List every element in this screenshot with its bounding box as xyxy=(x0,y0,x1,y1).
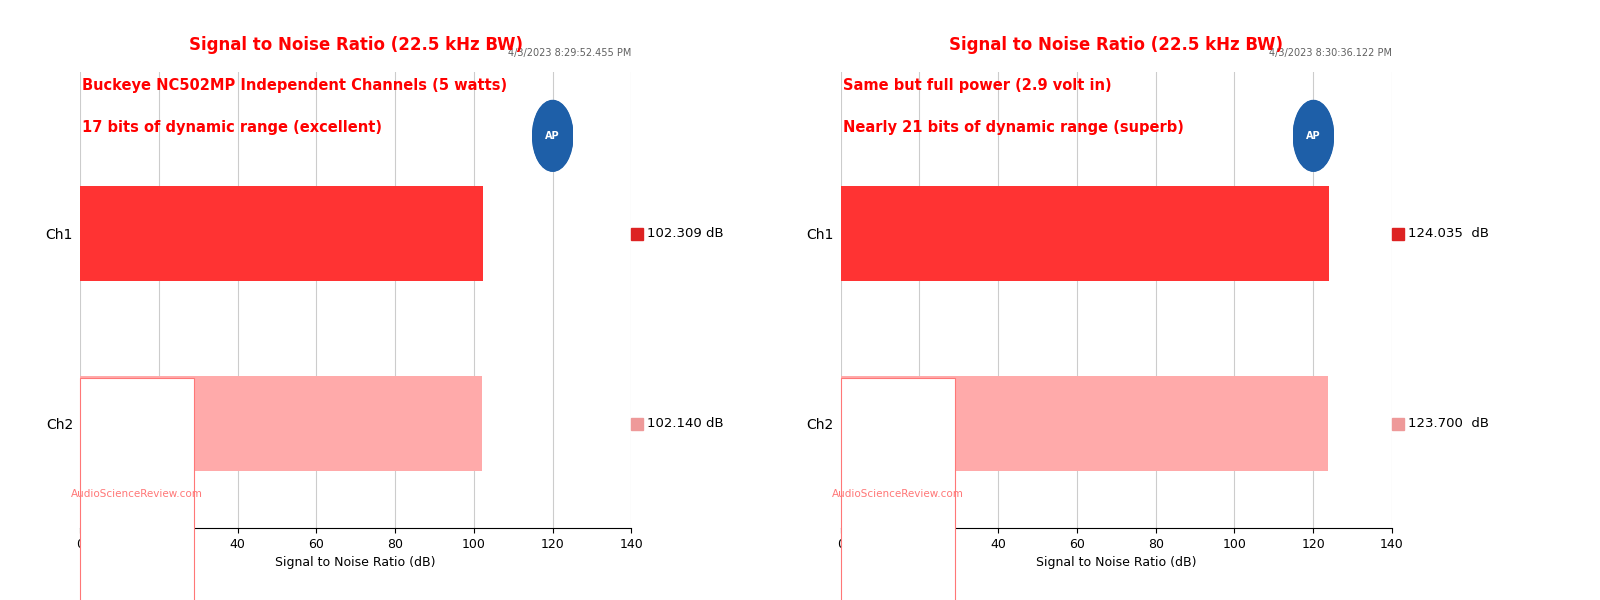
Title: Signal to Noise Ratio (22.5 kHz BW): Signal to Noise Ratio (22.5 kHz BW) xyxy=(949,36,1283,54)
Text: 102.309 dB: 102.309 dB xyxy=(646,227,723,240)
X-axis label: Signal to Noise Ratio (dB): Signal to Noise Ratio (dB) xyxy=(275,556,435,569)
Text: 17 bits of dynamic range (excellent): 17 bits of dynamic range (excellent) xyxy=(82,119,382,134)
Text: 123.700  dB: 123.700 dB xyxy=(1408,417,1488,430)
Text: AudioScienceReview.com: AudioScienceReview.com xyxy=(70,489,203,499)
Title: Signal to Noise Ratio (22.5 kHz BW): Signal to Noise Ratio (22.5 kHz BW) xyxy=(189,36,523,54)
FancyBboxPatch shape xyxy=(80,378,194,600)
Text: Buckeye NC502MP Independent Channels (5 watts): Buckeye NC502MP Independent Channels (5 … xyxy=(82,78,507,92)
Text: 4/3/2023 8:30:36.122 PM: 4/3/2023 8:30:36.122 PM xyxy=(1269,49,1392,58)
Text: 4/3/2023 8:29:52.455 PM: 4/3/2023 8:29:52.455 PM xyxy=(507,49,632,58)
Text: Same but full power (2.9 volt in): Same but full power (2.9 volt in) xyxy=(843,78,1112,92)
Text: 102.140 dB: 102.140 dB xyxy=(646,417,723,430)
FancyBboxPatch shape xyxy=(840,378,955,600)
Bar xyxy=(840,376,1328,471)
Bar xyxy=(80,186,483,281)
Text: 124.035  dB: 124.035 dB xyxy=(1408,227,1488,240)
Text: Nearly 21 bits of dynamic range (superb): Nearly 21 bits of dynamic range (superb) xyxy=(843,119,1184,134)
X-axis label: Signal to Noise Ratio (dB): Signal to Noise Ratio (dB) xyxy=(1037,556,1197,569)
Text: AudioScienceReview.com: AudioScienceReview.com xyxy=(832,489,963,499)
Bar xyxy=(840,186,1330,281)
Bar xyxy=(80,376,482,471)
